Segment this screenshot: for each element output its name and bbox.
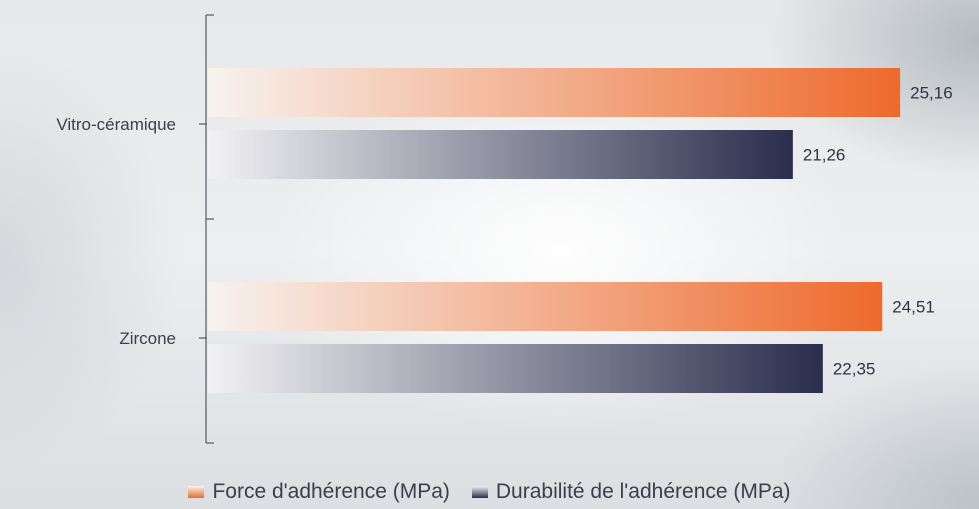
bar-value-label: 21,26 — [803, 146, 846, 165]
bar-value-label: 24,51 — [892, 298, 935, 317]
legend-swatch-orange — [188, 486, 204, 498]
category-label: Zircone — [119, 329, 176, 348]
bar-force — [208, 282, 882, 331]
legend-item-series-1: Durabilité de l'adhérence (MPa) — [472, 480, 791, 504]
bar-chart: Vitro-céramique 25,16 21,26 Zircone 24,51 22,… — [0, 0, 979, 470]
legend-label-force: Force d'adhérence (MPa) — [212, 480, 449, 504]
bars-layer — [208, 68, 900, 393]
bar-durabilite — [208, 130, 793, 179]
labels-layer: Vitro-céramique 25,16 21,26 Zircone 24,51 22,… — [56, 84, 952, 379]
bar-force — [208, 68, 900, 117]
legend-label-durabilite: Durabilité de l'adhérence (MPa) — [496, 480, 791, 504]
legend-swatch-dark — [472, 486, 488, 498]
category-label: Vitro-céramique — [56, 115, 176, 134]
bar-value-label: 25,16 — [910, 84, 953, 103]
bar-durabilite — [208, 344, 823, 393]
legend: Force d'adhérence (MPa) Durabilité de l'… — [0, 480, 979, 504]
bar-value-label: 22,35 — [833, 360, 876, 379]
legend-item-series-0: Force d'adhérence (MPa) — [188, 480, 449, 504]
